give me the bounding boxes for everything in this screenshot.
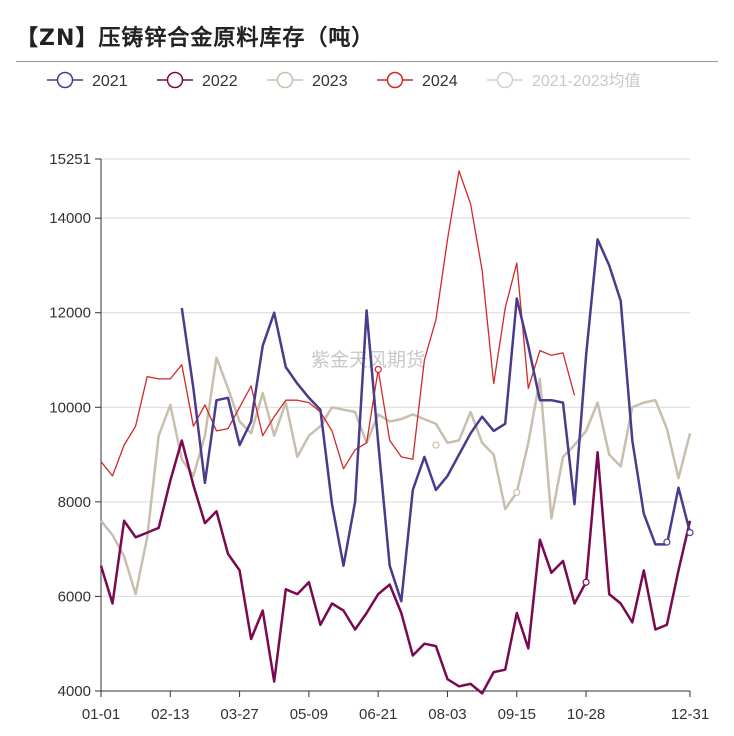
series-line-2024 (100, 170, 576, 477)
chart-markers (374, 365, 694, 586)
watermark-text: 紫金天风期货 (311, 349, 425, 371)
y-tick-label: 6000 (58, 588, 91, 605)
data-point-marker-2021 (686, 528, 694, 537)
data-point-marker-2023 (432, 441, 440, 449)
data-point-marker-2024 (374, 365, 382, 374)
legend-item-2022[interactable]: 2022 (157, 71, 238, 91)
legend-circle-icon (496, 71, 514, 89)
legend-circle-icon (276, 71, 294, 89)
x-tick-label: 06-21 (359, 706, 397, 723)
x-tick-label: 08-03 (428, 706, 466, 723)
legend-item-2024[interactable]: 2024 (377, 71, 458, 91)
legend-circle-icon (386, 71, 404, 89)
chart-legend[interactable]: 2021 2022 2023 2024 2021-2023均值 (47, 71, 641, 91)
legend-item-2021-2023均值[interactable]: 2021-2023均值 (487, 71, 641, 90)
x-tick-label: 05-09 (290, 706, 328, 723)
x-tick-label: 01-01 (82, 706, 120, 723)
title-divider (16, 61, 718, 62)
legend-circle-icon (166, 71, 184, 89)
series-line-2021 (180, 238, 692, 603)
legend-item-2023[interactable]: 2023 (267, 71, 348, 91)
data-point-marker-2022 (582, 578, 590, 586)
legend-label: 2022 (202, 73, 238, 90)
legend-label: 2024 (422, 73, 458, 90)
y-tick-label: 8000 (58, 494, 91, 511)
x-tick-label: 10-28 (567, 706, 605, 723)
chart-axes: 4000 6000 8000 10000 12000 14000 15251 01-01 02-… (49, 151, 709, 723)
legend-label: 2023 (312, 73, 348, 90)
legend-label: 2021 (92, 73, 128, 90)
series-line-2022 (99, 439, 692, 695)
x-tick-label: 09-15 (498, 706, 536, 723)
legend-label: 2021-2023均值 (532, 72, 641, 90)
series-line-2023 (100, 356, 692, 596)
y-tick-label: 10000 (49, 399, 91, 416)
y-tick-label: 14000 (49, 210, 91, 227)
y-tick-label: 15251 (49, 151, 91, 168)
chart-series (99, 170, 692, 695)
x-tick-label: 12-31 (671, 706, 709, 723)
legend-circle-icon (56, 71, 74, 89)
y-tick-label: 12000 (49, 305, 91, 322)
legend-item-2021[interactable]: 2021 (47, 71, 128, 91)
x-tick-label: 03-27 (220, 706, 258, 723)
chart-title: 【ZN】压铸锌合金原料库存（吨） (16, 26, 375, 51)
data-point-marker-2023 (513, 488, 521, 497)
x-tick-label: 02-13 (151, 706, 189, 723)
y-tick-label: 4000 (58, 683, 91, 700)
data-point-marker-2021 (663, 538, 671, 546)
